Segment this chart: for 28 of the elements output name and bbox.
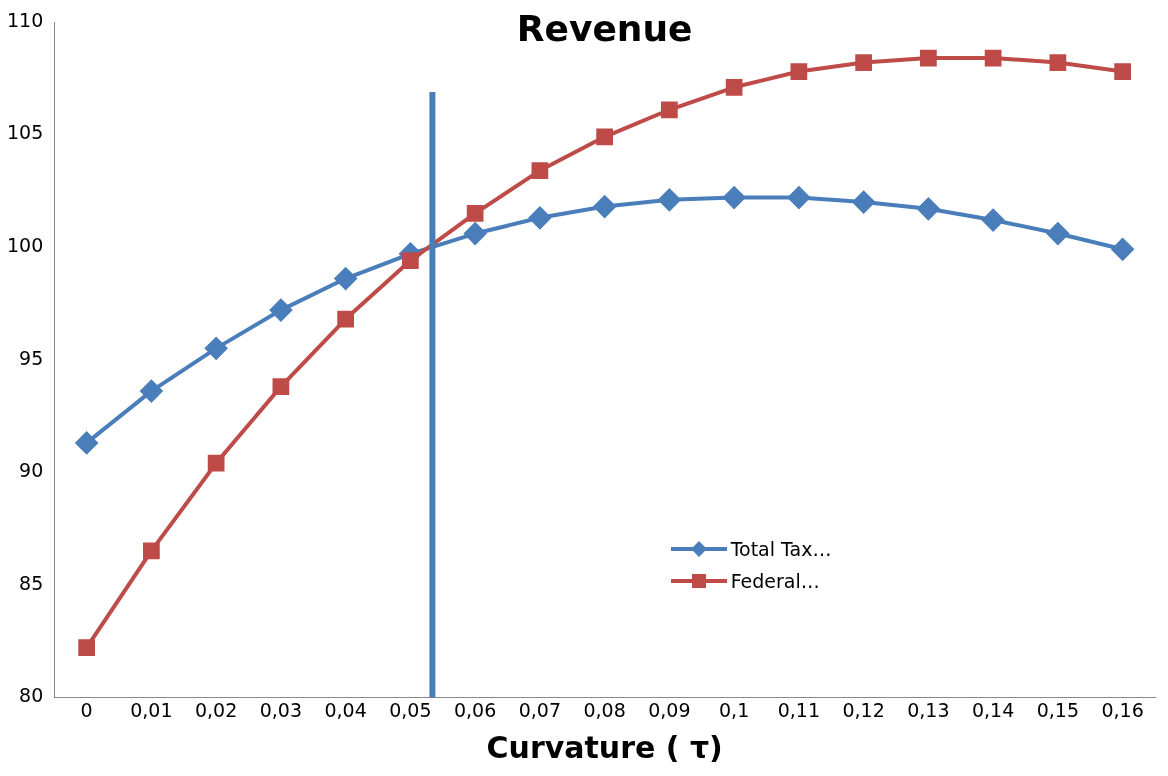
x-tick-label: 0,12	[842, 698, 885, 721]
y-tick-label: 105	[7, 121, 44, 144]
x-tick-label: 0,02	[194, 698, 238, 721]
y-tick-label: 110	[7, 8, 44, 31]
x-tick-label: 0,14	[971, 698, 1015, 721]
x-tick-label: 0,08	[583, 698, 626, 721]
x-tick-label: 0,11	[777, 698, 821, 721]
x-tick-label: 0,07	[518, 698, 562, 721]
x-axis-title: Curvature ( τ)	[486, 729, 723, 765]
y-tick-label: 100	[7, 234, 44, 256]
y-tick-label: 85	[19, 571, 44, 594]
x-tick-label: 0,01	[130, 698, 173, 721]
x-tick-label: 0,09	[648, 698, 691, 721]
y-tick-label: 80	[19, 684, 44, 707]
x-tick-label: 0,04	[324, 698, 367, 721]
x-tick-label: 0,1	[719, 698, 750, 721]
x-tick-label: 0,06	[453, 698, 497, 721]
y-tick-label: 95	[19, 346, 44, 369]
x-tick-label: 0	[80, 698, 93, 721]
chart-title: Revenue	[516, 8, 693, 50]
y-tick-label: 90	[19, 459, 44, 482]
legend-label: Total Tax…	[730, 538, 832, 561]
x-tick-label: 0,16	[1101, 698, 1144, 721]
x-tick-label: 0,13	[907, 698, 950, 721]
x-tick-label: 0,15	[1036, 698, 1080, 721]
x-tick-label: 0,03	[259, 698, 303, 721]
legend-label: Federal…	[730, 570, 820, 593]
x-tick-label: 0,05	[389, 698, 432, 721]
